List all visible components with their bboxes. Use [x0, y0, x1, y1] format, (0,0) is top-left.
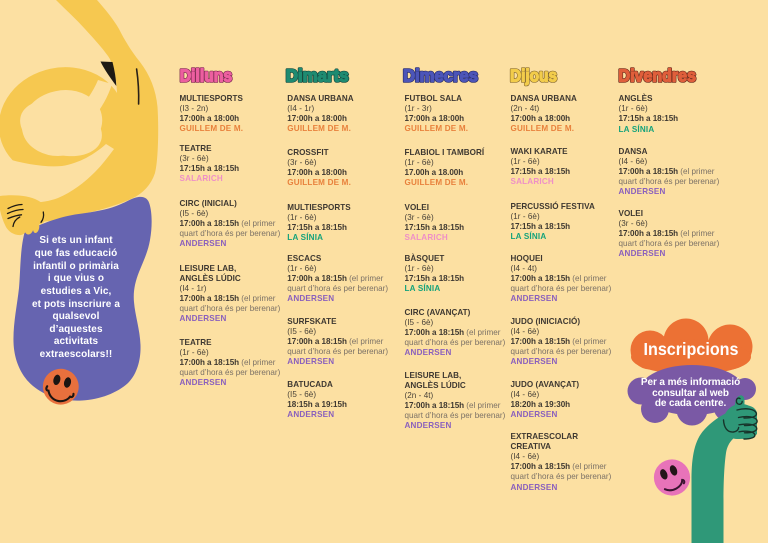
svg-text:Dimarts: Dimarts [286, 66, 349, 86]
svg-text:Dijous: Dijous [510, 66, 557, 86]
svg-text:Dimarts: Dimarts [286, 66, 349, 86]
svg-text:Dilluns: Dilluns [180, 66, 233, 86]
svg-text:Dijous: Dijous [510, 66, 557, 86]
svg-text:Dilluns: Dilluns [180, 66, 233, 86]
svg-text:Divendres: Divendres [619, 66, 697, 86]
svg-text:Inscripcions: Inscripcions [644, 339, 739, 359]
svg-text:Dimecres: Dimecres [403, 66, 478, 86]
svg-text:Dimecres: Dimecres [403, 66, 478, 86]
svg-text:Divendres: Divendres [619, 66, 697, 86]
